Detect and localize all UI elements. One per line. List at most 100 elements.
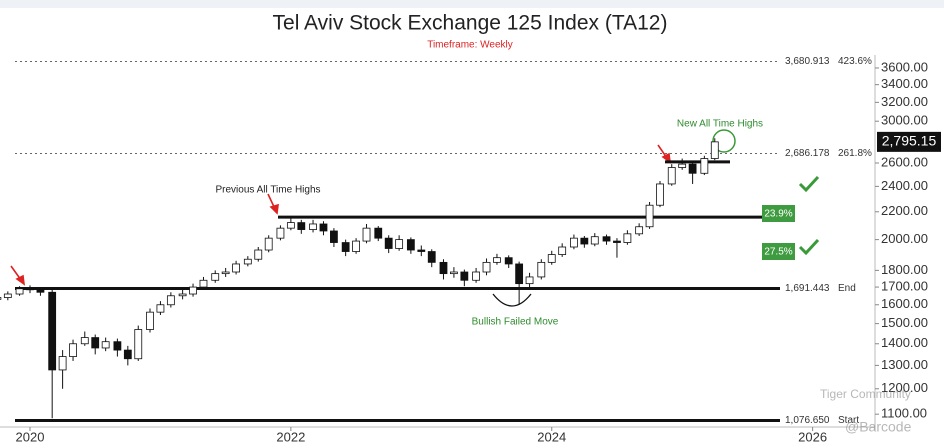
candle-body bbox=[199, 279, 208, 288]
candle-body bbox=[91, 337, 100, 349]
candle-body bbox=[570, 237, 578, 248]
candle-body bbox=[341, 242, 350, 252]
candle-body bbox=[525, 276, 534, 285]
candle-body bbox=[688, 163, 697, 174]
check-mark bbox=[798, 238, 820, 256]
candle-body bbox=[319, 223, 328, 232]
candle-body bbox=[123, 349, 132, 360]
candle-body bbox=[243, 258, 252, 265]
candle-body bbox=[667, 167, 676, 185]
candle-body bbox=[3, 293, 12, 298]
candle-body bbox=[211, 273, 220, 281]
candle-body bbox=[558, 246, 567, 255]
candle-body bbox=[700, 158, 709, 174]
candle-body bbox=[645, 204, 654, 228]
candle-body bbox=[635, 226, 644, 235]
candle-body bbox=[504, 257, 513, 265]
candle-body bbox=[58, 356, 67, 371]
candle-body bbox=[146, 311, 154, 330]
move-label: 27.5% bbox=[764, 247, 792, 258]
level-note: 423.6% bbox=[838, 56, 872, 67]
arrow-head bbox=[15, 274, 26, 286]
last-price-badge bbox=[877, 131, 941, 152]
annotation: Bullish Failed Move bbox=[472, 317, 559, 328]
candle-body bbox=[276, 227, 285, 239]
candle-body bbox=[26, 288, 34, 291]
highlight-circle bbox=[712, 129, 736, 153]
level-note: End bbox=[838, 283, 856, 294]
level-note: 261.8% bbox=[838, 148, 872, 159]
y-tick-label: 3200.00 bbox=[881, 94, 928, 109]
y-tick-label: 3400.00 bbox=[881, 76, 928, 91]
candle-body bbox=[297, 222, 306, 230]
failed-move-arc bbox=[492, 293, 532, 307]
x-tick-label: 2026 bbox=[798, 429, 827, 444]
candle-body bbox=[80, 337, 89, 345]
last-price-label: 2,795.15 bbox=[882, 133, 937, 149]
candle-body bbox=[286, 222, 295, 229]
y-tick-label: 1300.00 bbox=[881, 357, 928, 372]
candle-body bbox=[69, 343, 77, 357]
y-tick-label: 2000.00 bbox=[881, 231, 928, 246]
check-mark bbox=[798, 175, 820, 193]
candle-body bbox=[482, 261, 491, 273]
candle-body bbox=[221, 271, 230, 275]
candle-body bbox=[613, 240, 621, 243]
candle-body bbox=[156, 304, 165, 313]
y-tick-label: 1800.00 bbox=[881, 262, 928, 277]
arrow-head bbox=[269, 203, 279, 215]
candle-body bbox=[384, 237, 393, 249]
candle-body bbox=[362, 227, 371, 242]
arrow-head bbox=[661, 152, 672, 164]
level-note: Start bbox=[838, 415, 859, 426]
candle-body bbox=[232, 263, 240, 273]
level-label: 3,680.913 bbox=[785, 56, 830, 67]
candle-body bbox=[101, 341, 110, 349]
y-tick-label: 3600.00 bbox=[881, 59, 928, 74]
y-tick-label: 1600.00 bbox=[881, 296, 928, 311]
candle-body bbox=[406, 239, 415, 251]
candle-body bbox=[254, 249, 263, 260]
candle-body bbox=[678, 163, 687, 168]
candle-body bbox=[309, 223, 317, 230]
chart-title: Tel Aviv Stock Exchange 125 Index (TA12) bbox=[273, 12, 668, 35]
move-box bbox=[762, 243, 795, 260]
top-strip bbox=[0, 0, 944, 8]
candle-body bbox=[537, 261, 546, 278]
move-box bbox=[762, 205, 795, 222]
candle-body bbox=[427, 251, 436, 263]
candle-body bbox=[36, 289, 45, 293]
x-tick-label: 2022 bbox=[276, 429, 305, 444]
candle-body bbox=[189, 286, 197, 295]
level-label: 1,691.443 bbox=[785, 283, 830, 294]
move-label: 23.9% bbox=[764, 209, 792, 220]
candle-body bbox=[417, 249, 426, 252]
y-tick-label: 1200.00 bbox=[881, 380, 928, 395]
candle-body bbox=[547, 254, 556, 263]
candle-body bbox=[166, 295, 175, 306]
y-tick-label: 3000.00 bbox=[881, 113, 928, 128]
y-tick-label: 1100.00 bbox=[881, 406, 927, 421]
x-tick-label: 2020 bbox=[16, 429, 45, 444]
candle-body bbox=[178, 293, 187, 297]
candle-body bbox=[580, 237, 589, 245]
candle-body bbox=[439, 261, 448, 275]
candle-body bbox=[590, 236, 599, 245]
annotation: Previous All Time Highs bbox=[215, 185, 320, 196]
candle-body bbox=[623, 233, 632, 243]
candle-body bbox=[460, 271, 469, 281]
level-label: 2,686.178 bbox=[785, 148, 830, 159]
red-arrows bbox=[10, 144, 672, 286]
candle-body bbox=[472, 271, 480, 281]
candle-body bbox=[374, 227, 383, 239]
candle-body bbox=[352, 240, 360, 252]
candle-body bbox=[48, 291, 57, 371]
candle-body bbox=[493, 257, 501, 263]
watermark: @Barcode bbox=[845, 419, 912, 435]
candle-body bbox=[113, 341, 122, 351]
candle-body bbox=[656, 183, 664, 206]
chart-subtitle: Timeframe: Weekly bbox=[427, 40, 513, 51]
checks bbox=[798, 175, 820, 256]
